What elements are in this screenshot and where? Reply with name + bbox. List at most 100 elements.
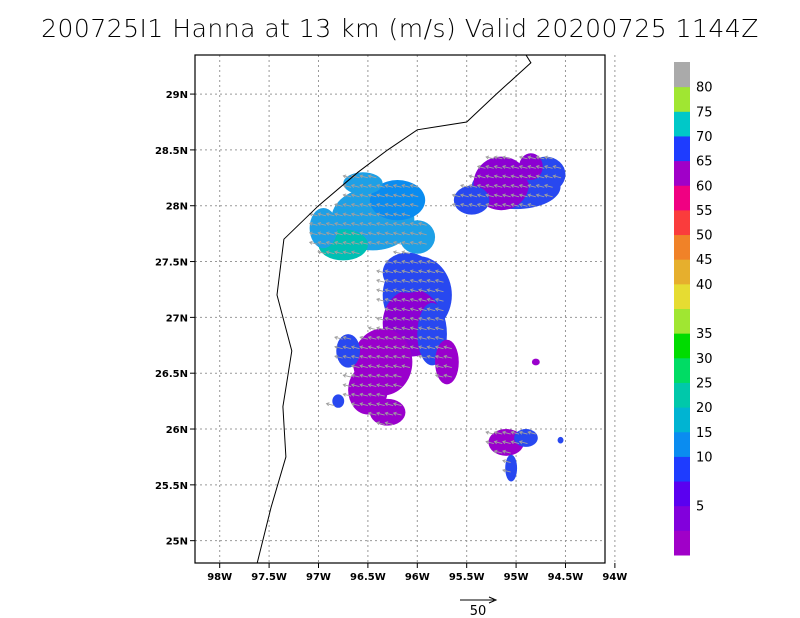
colorbar-segment [674, 160, 690, 186]
wind-vector-head [376, 411, 380, 416]
wind-vector [376, 374, 385, 378]
wind-vector [494, 175, 503, 179]
colorbar-label: 45 [696, 253, 713, 268]
wind-vector-head [367, 364, 372, 369]
wind-vector [402, 289, 410, 293]
wind-vector-head [401, 297, 406, 302]
wind-vector-head [384, 278, 389, 283]
wind-vector [418, 289, 427, 293]
wind-vector-head [510, 174, 515, 179]
wind-vector-head [401, 259, 406, 264]
wind-vector [351, 184, 360, 188]
wind-vector [393, 317, 402, 321]
colorbar-segment [674, 259, 690, 285]
wind-vector-head [401, 326, 406, 331]
wind-vector-head [401, 221, 406, 226]
wind-vector [376, 279, 385, 283]
wind-vector-head [342, 250, 347, 255]
wind-vector-head [485, 155, 490, 160]
wind-vector [318, 232, 327, 236]
wind-vector-head [502, 468, 506, 473]
wind-vector-head [409, 297, 414, 302]
wind-speed-region [332, 394, 345, 408]
wind-vector-head [350, 221, 355, 226]
wind-vector [544, 175, 553, 179]
wind-vector-head [392, 269, 397, 274]
wind-vector-head [350, 183, 355, 188]
wind-vector-head [359, 174, 364, 179]
wind-vector-head [409, 335, 414, 340]
wind-vector [494, 184, 503, 188]
wind-vector-head [434, 278, 439, 283]
wind-vector-head [392, 373, 397, 378]
wind-vector [402, 298, 410, 302]
wind-vector-head [392, 364, 397, 369]
wind-vector-head [359, 240, 364, 245]
wind-vector-head [350, 193, 355, 198]
wind-vector-head [502, 202, 506, 207]
wind-vector-head [485, 440, 490, 445]
wind-vector [368, 346, 377, 350]
wind-vector-head [426, 335, 431, 340]
wind-vector-head [451, 202, 456, 207]
y-tick-label: 25N [166, 537, 188, 548]
wind-vector [376, 393, 385, 397]
wind-vector [527, 175, 536, 179]
wind-vector [343, 175, 352, 179]
wind-vector-head [434, 297, 439, 302]
wind-vector-head [308, 221, 313, 226]
wind-vector [393, 213, 402, 217]
x-tick-label: 96W [405, 572, 430, 583]
wind-vector [360, 194, 369, 198]
wind-vector-head [392, 240, 397, 245]
wind-vector-head [359, 231, 364, 236]
wind-vector [393, 346, 402, 350]
wind-vector [393, 327, 402, 331]
colorbar-label: 15 [696, 426, 713, 441]
wind-vector-head [376, 212, 380, 217]
wind-vector [494, 450, 503, 454]
wind-vector-head [527, 155, 532, 160]
wind-vector-head [493, 174, 498, 179]
wind-vector [393, 251, 402, 255]
wind-vector-head [317, 240, 322, 245]
colorbar-label: 80 [696, 81, 713, 96]
wind-vector [410, 184, 419, 188]
wind-vector [527, 156, 536, 160]
wind-vector [334, 222, 343, 226]
colorbar-label: 50 [696, 229, 713, 244]
wind-vector [351, 251, 360, 255]
wind-vector [402, 251, 410, 255]
wind-vector-head [376, 373, 380, 378]
wind-vector-head [409, 202, 414, 207]
wind-speed-region [399, 220, 436, 254]
reference-arrow-head [488, 596, 498, 604]
wind-vector-head [376, 392, 380, 397]
wind-vector [351, 355, 360, 359]
wind-vector-head [426, 354, 431, 359]
wind-vector-head [392, 250, 397, 255]
wind-vector-head [409, 316, 414, 321]
wind-vector [318, 251, 327, 255]
wind-vector [494, 194, 503, 198]
wind-vector-head [367, 174, 372, 179]
wind-vector [485, 156, 494, 160]
wind-vector-head [384, 269, 389, 274]
wind-vector-head [392, 335, 397, 340]
wind-vector-head [409, 193, 414, 198]
y-tick-label: 27.5N [155, 258, 188, 269]
wind-vector [326, 403, 335, 407]
wind-vector-head [409, 326, 414, 331]
wind-vector [393, 403, 402, 407]
x-tick-label: 94W [602, 572, 627, 583]
wind-vector [402, 365, 410, 369]
wind-vector [393, 203, 402, 207]
wind-vector-head [367, 373, 372, 378]
wind-vector [376, 222, 385, 226]
wind-vector-head [392, 212, 397, 217]
wind-vector-head [426, 345, 431, 350]
wind-vector [393, 270, 402, 274]
wind-vector [376, 422, 385, 425]
x-tick-label: 96.5W [350, 572, 386, 583]
wind-vector [393, 232, 402, 236]
